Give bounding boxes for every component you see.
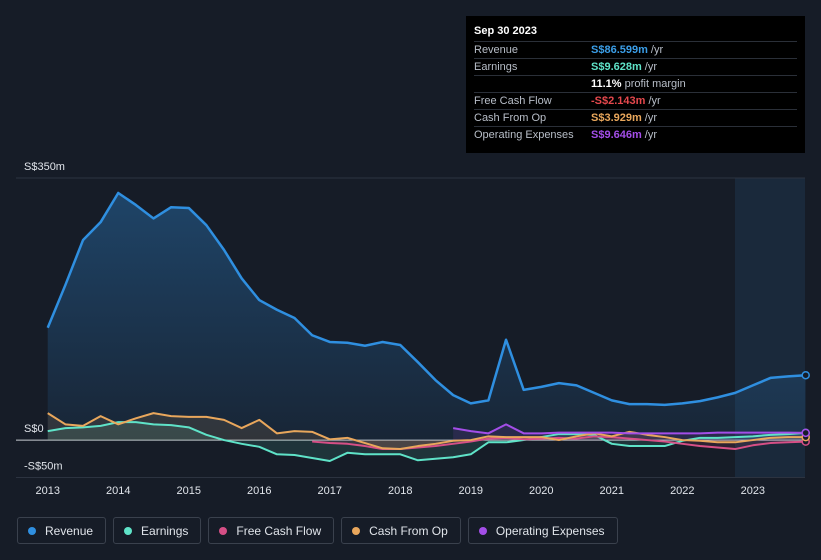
legend-item[interactable]: Free Cash Flow [208,517,335,544]
tooltip-row: Cash From Op S$3.929m/yr [474,109,797,127]
tooltip-margin-value: 11.1% [591,78,622,90]
tooltip-value-text: S$3.929m [591,112,642,124]
tooltip-unit: /yr [650,44,664,56]
tooltip-unit: /yr [644,61,657,73]
end-marker [801,370,810,380]
tooltip-value: S$86.599m/yr [591,42,663,59]
chart: S$350m S$0 -S$50m 2013 2014 2015 2016 2017 2018 2… [16,161,810,497]
legend-label: Operating Expenses [495,523,605,538]
legend-item[interactable]: Earnings [113,517,202,544]
x-tick-label: 2014 [106,485,130,497]
x-tick-label: 2016 [247,485,271,497]
end-marker [801,428,810,438]
tooltip: Sep 30 2023 Revenue S$86.599m/yr Earnings… [466,16,805,153]
x-tick-label: 2018 [388,485,412,497]
tooltip-value-text: -S$2.143m [591,95,646,107]
series-area [47,422,806,462]
tooltip-margin: 11.1% profit margin [591,76,686,93]
tooltip-label: Operating Expenses [474,129,574,141]
legend-item[interactable]: Operating Expenses [467,517,618,544]
tooltip-unit: /yr [648,95,661,107]
x-tick-label: 2021 [600,485,624,497]
legend-swatch [124,526,133,535]
legend-item[interactable]: Revenue [17,517,107,544]
tooltip-value: S$9.628m/yr [591,59,657,76]
tooltip-value-text: S$86.599m [591,44,648,56]
tooltip-date: Sep 30 2023 [474,25,537,37]
series-area [47,413,806,450]
x-tick-label: 2019 [459,485,483,497]
tooltip-row: Operating Expenses S$9.646m/yr [474,126,797,144]
tooltip-row: Earnings S$9.628m/yr [474,58,797,76]
series-line [46,191,806,407]
tooltip-row: Free Cash Flow -S$2.143m/yr [474,92,797,110]
tooltip-unit: /yr [644,112,657,124]
legend-label: Revenue [45,523,94,538]
tooltip-row: Revenue S$86.599m/yr [474,41,797,59]
legend-swatch [478,526,487,535]
tooltip-value-text: S$9.646m [591,129,642,141]
x-tick-label: 2020 [529,485,553,497]
series-area [47,192,806,441]
y-tick-label: -S$50m [24,460,63,472]
x-tick-label: 2015 [177,485,201,497]
x-tick-label: 2022 [670,485,694,497]
tooltip-margin-text: profit margin [624,78,686,90]
tooltip-label: Earnings [474,61,518,73]
x-tick-label: 2013 [35,485,59,497]
series-line [452,423,806,435]
series-line [47,412,806,451]
series-line [47,421,806,463]
x-tick-label: 2017 [318,485,342,497]
tooltip-unit: /yr [644,129,657,141]
legend-label: Free Cash Flow [236,523,322,538]
tooltip-value: S$3.929m/yr [591,110,657,127]
legend-swatch [219,526,228,535]
tooltip-value-text: S$9.628m [591,61,642,73]
tooltip-value: S$9.646m/yr [591,127,657,144]
tooltip-value: -S$2.143m/yr [591,93,661,110]
tooltip-label: Cash From Op [474,112,547,124]
legend-item[interactable]: Cash From Op [341,517,461,544]
tooltip-row: 11.1% profit margin [474,75,797,93]
y-tick-label: S$0 [24,423,44,435]
tooltip-label: Revenue [474,44,519,56]
legend-label: Cash From Op [369,523,448,538]
y-tick-label: S$350m [24,161,65,173]
legend: Revenue Earnings Free Cash Flow Cash From O… [17,517,618,544]
legend-swatch [352,526,361,535]
tooltip-label: Free Cash Flow [474,95,552,107]
legend-label: Earnings [141,523,189,538]
legend-swatch [28,526,36,535]
x-tick-label: 2023 [741,485,765,497]
